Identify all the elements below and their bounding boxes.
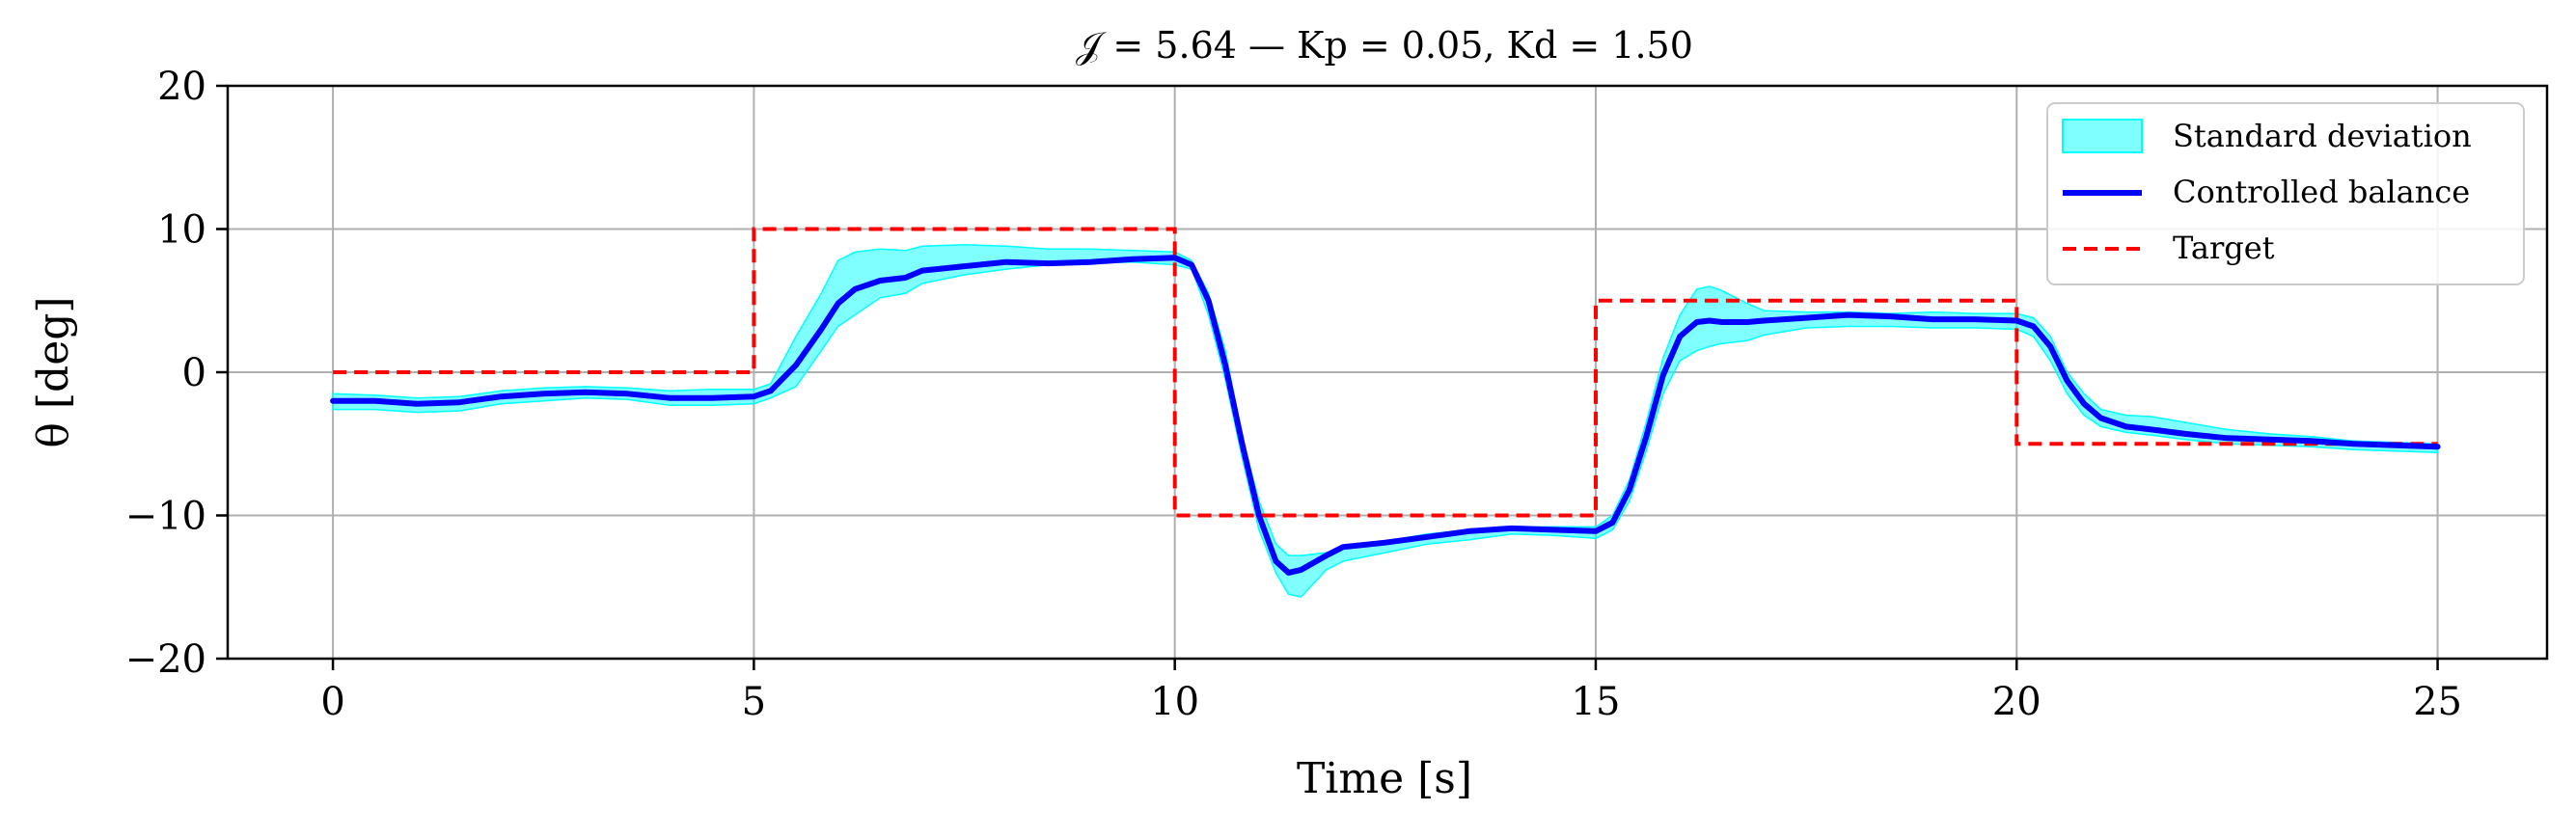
- legend-label-mean: Controlled balance: [2173, 174, 2470, 210]
- x-ticks: 0 5 10 15 20 25: [320, 659, 2462, 724]
- x-tick-label: 10: [1150, 680, 1199, 724]
- x-tick-label: 20: [1992, 680, 2042, 724]
- y-tick-label: −10: [125, 495, 206, 539]
- chart-title: 𝒥 = 5.64 — Kp = 0.05, Kd = 1.50: [1076, 24, 1693, 67]
- legend-label-target: Target: [2173, 230, 2275, 266]
- y-tick-label: 10: [157, 208, 206, 253]
- x-tick-label: 0: [320, 680, 344, 724]
- legend-swatch-band: [2062, 119, 2143, 153]
- y-axis-label: θ [deg]: [29, 296, 78, 447]
- legend: Standard deviation Controlled balance Ta…: [2046, 102, 2525, 285]
- x-tick-label: 15: [1572, 680, 1621, 724]
- legend-label-band: Standard deviation: [2173, 118, 2472, 154]
- x-axis-label: Time [s]: [1297, 754, 1472, 803]
- y-tick-label: −20: [125, 637, 206, 682]
- legend-box: [2046, 102, 2525, 285]
- y-tick-label: 20: [157, 65, 206, 109]
- target-line: [333, 227, 2438, 518]
- y-ticks: −20 −10 0 10 20: [125, 65, 228, 682]
- x-tick-label: 25: [2413, 680, 2462, 724]
- x-tick-label: 5: [742, 680, 766, 724]
- y-tick-label: 0: [182, 351, 206, 395]
- controlled-balance-line: [330, 255, 2441, 576]
- mean-line-group: [330, 255, 2441, 576]
- target-line-group: [333, 227, 2438, 518]
